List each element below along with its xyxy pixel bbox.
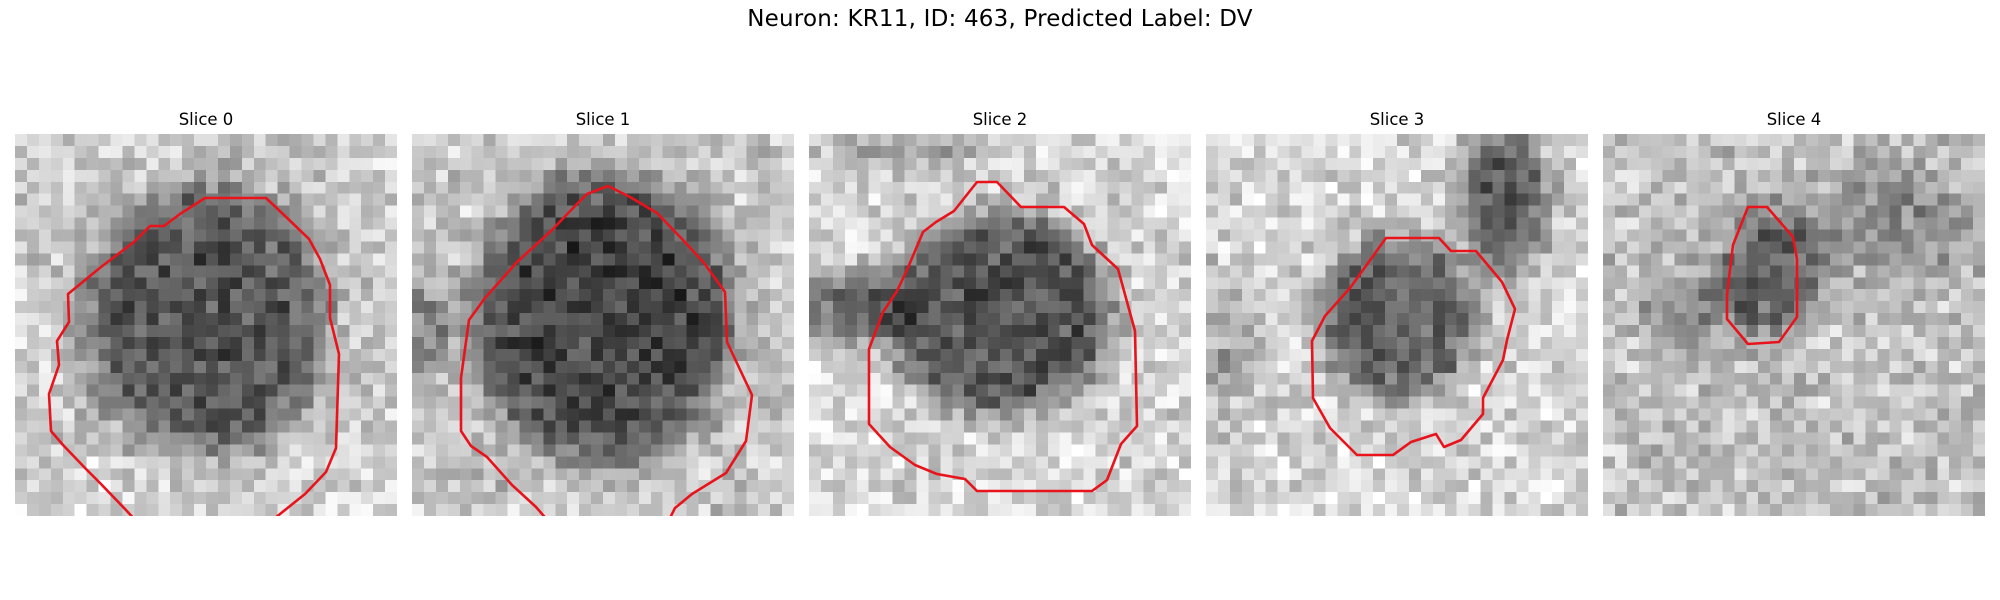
slice-image [1603,134,1985,516]
segmentation-contour [459,184,754,516]
slice-panel-3: Slice 3 [1206,108,1588,516]
slice-image [809,134,1191,516]
slice-image [1206,134,1588,516]
slice-panel-4: Slice 4 [1603,108,1985,516]
segmentation-contour [867,180,1139,493]
slice-panel-1: Slice 1 [412,108,794,516]
figure-title: Neuron: KR11, ID: 463, Predicted Label: … [747,6,1253,32]
slice-title: Slice 1 [575,110,631,129]
segmentation-contour [47,196,341,516]
micrograph-image [1603,134,1985,516]
segmentation-contour [1725,205,1799,346]
slice-title: Slice 4 [1766,110,1822,129]
micrograph-image [809,134,1191,516]
slice-image [412,134,794,516]
slice-image [15,134,397,516]
slice-title: Slice 3 [1369,110,1425,129]
slice-title: Slice 0 [178,110,234,129]
slice-panel-2: Slice 2 [809,108,1191,516]
micrograph-image [412,134,794,516]
segmentation-contour [1310,236,1517,457]
slice-title: Slice 2 [972,110,1028,129]
slice-panel-0: Slice 0 [15,108,397,516]
